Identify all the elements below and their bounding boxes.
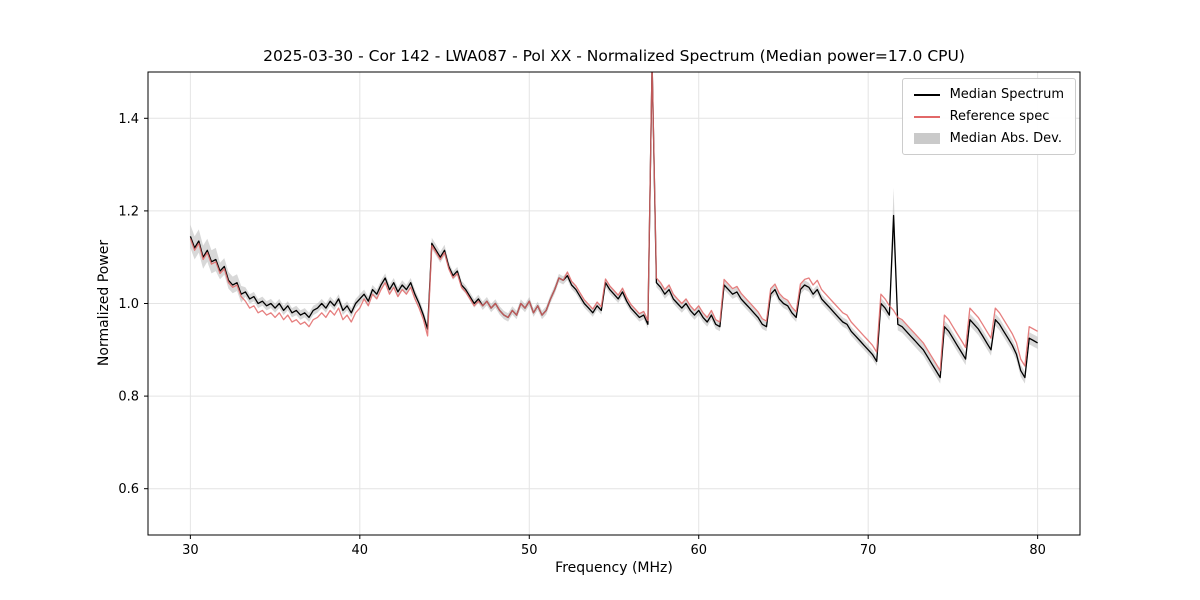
- chart-title: 2025-03-30 - Cor 142 - LWA087 - Pol XX -…: [263, 47, 965, 65]
- x-tick-label: 50: [521, 543, 538, 558]
- legend-swatch-line: [913, 115, 940, 118]
- x-tick-label: 30: [182, 543, 199, 558]
- legend-item: Median Abs. Dev.: [913, 131, 1064, 146]
- y-tick-label: 0.8: [118, 390, 139, 405]
- median-spectrum-line: [189, 72, 1038, 379]
- legend-swatch-line: [913, 93, 940, 96]
- y-axis-label: Normalized Power: [96, 239, 112, 367]
- legend-item: Reference spec: [913, 109, 1064, 124]
- reference-spec-line: [189, 72, 1038, 372]
- legend-label: Median Abs. Dev.: [949, 131, 1063, 146]
- x-tick-label: 80: [1029, 543, 1046, 558]
- mad-band: [190, 72, 1038, 384]
- y-tick-label: 0.6: [118, 482, 139, 497]
- tick-labels: 30 40 50 60 70 80 0.6 0.8 1.0 1.2 1.4: [118, 112, 1046, 558]
- x-tick-label: 40: [352, 543, 369, 558]
- x-tick-label: 70: [860, 543, 877, 558]
- x-axis-label: Frequency (MHz): [555, 560, 673, 576]
- y-tick-label: 1.0: [118, 297, 139, 312]
- x-tick-label: 60: [690, 543, 707, 558]
- legend-label: Reference spec: [949, 109, 1050, 124]
- legend-swatch-patch: [913, 133, 940, 144]
- legend-item: Median Spectrum: [913, 87, 1064, 102]
- legend: Median Spectrum Reference spec Median Abs.…: [901, 78, 1076, 155]
- y-tick-label: 1.2: [118, 204, 139, 219]
- legend-label: Median Spectrum: [949, 87, 1064, 102]
- y-tick-label: 1.4: [118, 112, 139, 127]
- tick-marks: [144, 117, 1039, 539]
